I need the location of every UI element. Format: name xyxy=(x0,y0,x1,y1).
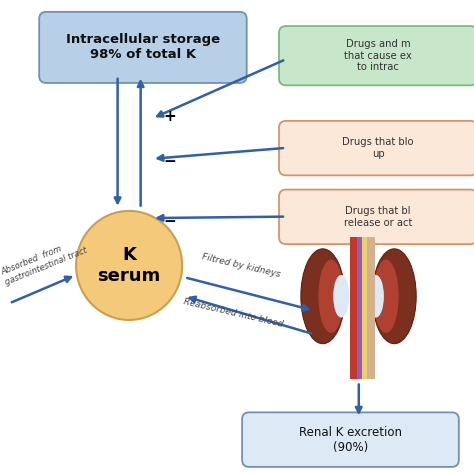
Text: Filtred by kidneys: Filtred by kidneys xyxy=(201,253,281,279)
Ellipse shape xyxy=(301,249,345,344)
FancyBboxPatch shape xyxy=(39,12,246,83)
Bar xyxy=(362,237,367,379)
Text: Reabsorbed into blood: Reabsorbed into blood xyxy=(182,297,283,329)
Text: −: − xyxy=(164,154,176,169)
Ellipse shape xyxy=(373,249,416,344)
Text: +: + xyxy=(164,109,176,124)
FancyBboxPatch shape xyxy=(242,412,459,467)
Bar xyxy=(366,237,375,379)
Text: −: − xyxy=(164,214,176,228)
Text: Intracellular storage
98% of total K: Intracellular storage 98% of total K xyxy=(66,33,220,62)
FancyBboxPatch shape xyxy=(279,190,474,244)
Text: Renal K excretion
(90%): Renal K excretion (90%) xyxy=(299,426,402,454)
Ellipse shape xyxy=(319,260,344,333)
FancyBboxPatch shape xyxy=(279,26,474,85)
Circle shape xyxy=(76,211,182,320)
Text: Drugs and m
that cause ex
to intrac: Drugs and m that cause ex to intrac xyxy=(344,39,412,73)
FancyBboxPatch shape xyxy=(279,121,474,175)
Bar xyxy=(350,237,361,379)
Text: Drugs that bl
release or act: Drugs that bl release or act xyxy=(344,206,412,228)
Bar xyxy=(357,237,363,379)
Text: Drugs that blo
up: Drugs that blo up xyxy=(342,137,414,159)
Ellipse shape xyxy=(368,275,384,318)
Text: Absorbed  from
gastrointestinal tract: Absorbed from gastrointestinal tract xyxy=(0,236,89,287)
Ellipse shape xyxy=(333,275,349,318)
Ellipse shape xyxy=(374,260,399,333)
Text: K
serum: K serum xyxy=(98,246,161,285)
